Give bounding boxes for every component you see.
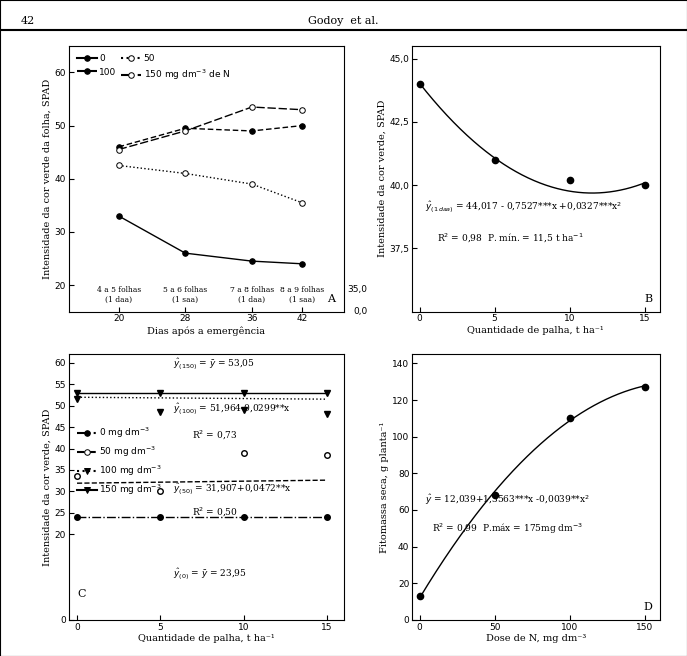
Legend: 0 mg dm$^{-3}$, 50 mg dm$^{-3}$, 100 mg dm$^{-3}$, 150 mg dm$^{-3}$: 0 mg dm$^{-3}$, 50 mg dm$^{-3}$, 100 mg … bbox=[76, 425, 163, 498]
Text: R$^2$ = 0,73: R$^2$ = 0,73 bbox=[192, 428, 238, 441]
Text: 0,0: 0,0 bbox=[353, 307, 368, 316]
Y-axis label: Intensidade da cor verde da folha, SPAD: Intensidade da cor verde da folha, SPAD bbox=[43, 79, 52, 279]
Text: $\hat{y}_{(100)}$ = 51,964-0,0299**x: $\hat{y}_{(100)}$ = 51,964-0,0299**x bbox=[173, 402, 291, 417]
Text: A: A bbox=[327, 294, 335, 304]
Text: R$^2$ = 0,98  P. mín. = 11,5 t ha$^{-1}$: R$^2$ = 0,98 P. mín. = 11,5 t ha$^{-1}$ bbox=[437, 232, 583, 245]
X-axis label: Quantidade de palha, t ha⁻¹: Quantidade de palha, t ha⁻¹ bbox=[467, 326, 605, 335]
X-axis label: Dias após a emergência: Dias após a emergência bbox=[147, 326, 265, 336]
Y-axis label: Fitomassa seca, g planta⁻¹: Fitomassa seca, g planta⁻¹ bbox=[381, 421, 390, 553]
Text: 4 a 5 folhas
(1 daa): 4 a 5 folhas (1 daa) bbox=[97, 287, 141, 304]
Text: 42: 42 bbox=[21, 16, 35, 26]
Text: C: C bbox=[77, 588, 85, 599]
X-axis label: Quantidade de palha, t ha⁻¹: Quantidade de palha, t ha⁻¹ bbox=[137, 634, 275, 644]
Legend: 0, 100, 50, 150 mg dm$^{-3}$ de N: 0, 100, 50, 150 mg dm$^{-3}$ de N bbox=[76, 53, 231, 83]
Text: 7 a 8 folhas
(1 daa): 7 a 8 folhas (1 daa) bbox=[229, 287, 274, 304]
Text: D: D bbox=[643, 602, 652, 612]
Text: $\hat{y}$ = 12,039+1,3563***x -0,0039**x$^2$: $\hat{y}$ = 12,039+1,3563***x -0,0039**x… bbox=[425, 493, 589, 507]
Text: 35,0: 35,0 bbox=[348, 285, 368, 293]
X-axis label: Dose de N, mg dm⁻³: Dose de N, mg dm⁻³ bbox=[486, 634, 586, 644]
Text: $\hat{y}_{(1\,daa)}$ = 44,017 - 0,7527***x +0,0327***x$^2$: $\hat{y}_{(1\,daa)}$ = 44,017 - 0,7527**… bbox=[425, 200, 622, 215]
Text: Godoy  et al.: Godoy et al. bbox=[308, 16, 379, 26]
Text: 5 a 6 folhas
(1 saa): 5 a 6 folhas (1 saa) bbox=[163, 287, 207, 304]
Text: $\hat{y}_{(150)}$ = $\bar{y}$ = 53,05: $\hat{y}_{(150)}$ = $\bar{y}$ = 53,05 bbox=[173, 357, 255, 373]
Y-axis label: Intensidade da cor verde, SPAD: Intensidade da cor verde, SPAD bbox=[43, 409, 52, 565]
Y-axis label: Intensidade da cor verde, SPAD: Intensidade da cor verde, SPAD bbox=[378, 100, 387, 257]
Text: 8 a 9 folhas
(1 saa): 8 a 9 folhas (1 saa) bbox=[280, 287, 324, 304]
Text: B: B bbox=[644, 294, 652, 304]
Text: $\hat{y}_{(0)}$ = $\bar{y}$ = 23,95: $\hat{y}_{(0)}$ = $\bar{y}$ = 23,95 bbox=[173, 567, 247, 583]
Text: R$^2$ = 0,50: R$^2$ = 0,50 bbox=[192, 506, 238, 519]
Text: $\hat{y}_{(50)}$ = 31,907+0,0472**x: $\hat{y}_{(50)}$ = 31,907+0,0472**x bbox=[173, 482, 292, 497]
Text: R$^2$ = 0,99  P.máx = 175mg dm$^{-3}$: R$^2$ = 0,99 P.máx = 175mg dm$^{-3}$ bbox=[432, 522, 583, 536]
